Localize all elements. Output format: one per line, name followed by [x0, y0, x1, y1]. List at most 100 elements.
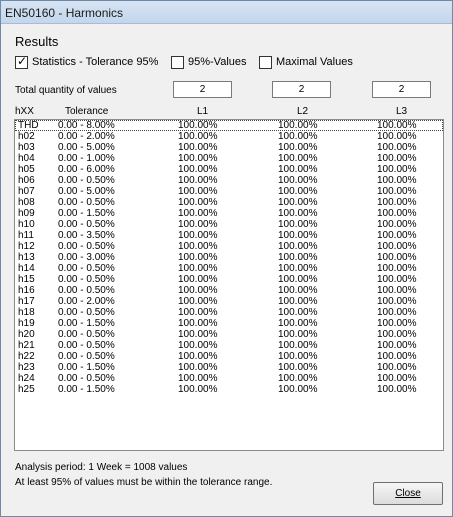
l2-value-cell: 100.00% [278, 219, 318, 230]
table-row[interactable]: h22 0.00 - 0.50% 100.00% 100.00% 100.00% [15, 351, 443, 362]
tolerance-cell: 0.00 - 1.50% [58, 362, 115, 373]
l1-value-cell: 100.00% [178, 318, 218, 329]
quantity-l1-field[interactable]: 2 [173, 81, 232, 98]
tolerance-cell: 0.00 - 1.50% [58, 208, 115, 219]
l3-value-cell: 100.00% [377, 208, 417, 219]
l3-value-cell: 100.00% [377, 329, 417, 340]
l1-value-cell: 100.00% [178, 285, 218, 296]
harmonic-order-cell: h05 [18, 164, 35, 175]
l2-value-cell: 100.00% [278, 208, 318, 219]
tolerance-cell: 0.00 - 8.00% [58, 120, 115, 131]
l1-value-cell: 100.00% [178, 351, 218, 362]
l1-value-cell: 100.00% [178, 219, 218, 230]
l1-value-cell: 100.00% [178, 197, 218, 208]
table-row[interactable]: h08 0.00 - 0.50% 100.00% 100.00% 100.00% [15, 197, 443, 208]
harmonic-order-cell: h22 [18, 351, 35, 362]
l3-value-cell: 100.00% [377, 241, 417, 252]
l2-value-cell: 100.00% [278, 230, 318, 241]
tolerance-cell: 0.00 - 0.50% [58, 197, 115, 208]
l2-value-cell: 100.00% [278, 274, 318, 285]
harmonic-order-cell: h19 [18, 318, 35, 329]
l2-value-cell: 100.00% [278, 175, 318, 186]
table-row[interactable]: h12 0.00 - 0.50% 100.00% 100.00% 100.00% [15, 241, 443, 252]
l2-value-cell: 100.00% [278, 252, 318, 263]
table-row[interactable]: h25 0.00 - 1.50% 100.00% 100.00% 100.00% [15, 384, 443, 395]
l1-value-cell: 100.00% [178, 296, 218, 307]
table-row[interactable]: h11 0.00 - 3.50% 100.00% 100.00% 100.00% [15, 230, 443, 241]
checkmark-icon: ✓ [17, 54, 28, 68]
l2-value-cell: 100.00% [278, 285, 318, 296]
harmonic-order-cell: h16 [18, 285, 35, 296]
l2-value-cell: 100.00% [278, 384, 318, 395]
close-button-label: Close [395, 488, 421, 499]
harmonic-order-cell: h20 [18, 329, 35, 340]
tolerance-cell: 0.00 - 0.50% [58, 329, 115, 340]
table-row[interactable]: h19 0.00 - 1.50% 100.00% 100.00% 100.00% [15, 318, 443, 329]
table-row[interactable]: h03 0.00 - 5.00% 100.00% 100.00% 100.00% [15, 142, 443, 153]
checkbox-label: Statistics - Tolerance 95% [32, 56, 159, 68]
l1-value-cell: 100.00% [178, 142, 218, 153]
harmonics-list[interactable]: THD 0.00 - 8.00% 100.00% 100.00% 100.00% h02 0… [14, 119, 444, 451]
table-row[interactable]: h04 0.00 - 1.00% 100.00% 100.00% 100.00% [15, 153, 443, 164]
checkbox-label: Maximal Values [276, 56, 353, 68]
checkbox-box[interactable] [259, 56, 272, 69]
table-row[interactable]: h09 0.00 - 1.50% 100.00% 100.00% 100.00% [15, 208, 443, 219]
tolerance-requirement-text: At least 95% of values must be within th… [15, 477, 273, 488]
window-title: EN50160 - Harmonics [5, 6, 124, 20]
l3-value-cell: 100.00% [377, 164, 417, 175]
table-row[interactable]: h05 0.00 - 6.00% 100.00% 100.00% 100.00% [15, 164, 443, 175]
quantity-l2-field[interactable]: 2 [272, 81, 331, 98]
title-bar[interactable]: EN50160 - Harmonics [1, 1, 452, 24]
l2-value-cell: 100.00% [278, 197, 318, 208]
harmonic-order-cell: h04 [18, 153, 35, 164]
l3-value-cell: 100.00% [377, 362, 417, 373]
table-row[interactable]: h18 0.00 - 0.50% 100.00% 100.00% 100.00% [15, 307, 443, 318]
quantity-l3-field[interactable]: 2 [372, 81, 431, 98]
table-row[interactable]: h16 0.00 - 0.50% 100.00% 100.00% 100.00% [15, 285, 443, 296]
l3-value-cell: 100.00% [377, 307, 417, 318]
column-header-l1: L1 [197, 106, 209, 117]
table-row[interactable]: h24 0.00 - 0.50% 100.00% 100.00% 100.00% [15, 373, 443, 384]
checkbox-box[interactable]: ✓ [15, 54, 28, 69]
l1-value-cell: 100.00% [178, 384, 218, 395]
l1-value-cell: 100.00% [178, 307, 218, 318]
table-row[interactable]: h13 0.00 - 3.00% 100.00% 100.00% 100.00% [15, 252, 443, 263]
checkbox-box[interactable] [171, 56, 184, 69]
tolerance-cell: 0.00 - 0.50% [58, 340, 115, 351]
table-row[interactable]: h21 0.00 - 0.50% 100.00% 100.00% 100.00% [15, 340, 443, 351]
l2-value-cell: 100.00% [278, 340, 318, 351]
l3-value-cell: 100.00% [377, 318, 417, 329]
close-button[interactable]: Close [373, 482, 443, 505]
l3-value-cell: 100.00% [377, 285, 417, 296]
table-row[interactable]: h20 0.00 - 0.50% 100.00% 100.00% 100.00% [15, 329, 443, 340]
table-row[interactable]: h17 0.00 - 2.00% 100.00% 100.00% 100.00% [15, 296, 443, 307]
l2-value-cell: 100.00% [278, 373, 318, 384]
harmonic-order-cell: h23 [18, 362, 35, 373]
analysis-period-text: Analysis period: 1 Week = 1008 values [15, 462, 188, 473]
table-row[interactable]: h02 0.00 - 2.00% 100.00% 100.00% 100.00% [15, 131, 443, 142]
tolerance-cell: 0.00 - 3.00% [58, 252, 115, 263]
table-row[interactable]: h06 0.00 - 0.50% 100.00% 100.00% 100.00% [15, 175, 443, 186]
table-row[interactable]: THD 0.00 - 8.00% 100.00% 100.00% 100.00% [15, 120, 443, 131]
harmonic-order-cell: h06 [18, 175, 35, 186]
l2-value-cell: 100.00% [278, 186, 318, 197]
l1-value-cell: 100.00% [178, 340, 218, 351]
harmonic-order-cell: h12 [18, 241, 35, 252]
l3-value-cell: 100.00% [377, 175, 417, 186]
harmonic-order-cell: h14 [18, 263, 35, 274]
tolerance-cell: 0.00 - 0.50% [58, 263, 115, 274]
table-row[interactable]: h23 0.00 - 1.50% 100.00% 100.00% 100.00% [15, 362, 443, 373]
l1-value-cell: 100.00% [178, 186, 218, 197]
table-row[interactable]: h07 0.00 - 5.00% 100.00% 100.00% 100.00% [15, 186, 443, 197]
table-row[interactable]: h14 0.00 - 0.50% 100.00% 100.00% 100.00% [15, 263, 443, 274]
table-row[interactable]: h10 0.00 - 0.50% 100.00% 100.00% 100.00% [15, 219, 443, 230]
l2-value-cell: 100.00% [278, 307, 318, 318]
harmonic-order-cell: h15 [18, 274, 35, 285]
l1-value-cell: 100.00% [178, 120, 218, 131]
tolerance-cell: 0.00 - 0.50% [58, 241, 115, 252]
tolerance-cell: 0.00 - 1.50% [58, 384, 115, 395]
table-row[interactable]: h15 0.00 - 0.50% 100.00% 100.00% 100.00% [15, 274, 443, 285]
l1-value-cell: 100.00% [178, 263, 218, 274]
l3-value-cell: 100.00% [377, 142, 417, 153]
tolerance-cell: 0.00 - 0.50% [58, 351, 115, 362]
